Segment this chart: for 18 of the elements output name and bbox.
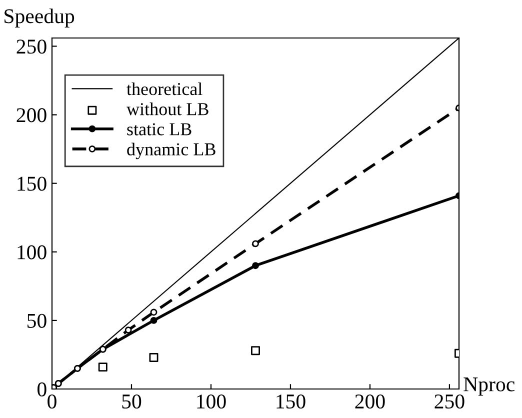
x-tick-label: 200 <box>355 394 385 409</box>
y-tick-label: 0 <box>38 382 46 396</box>
y-tick-label: 250 <box>16 40 46 54</box>
y-tick-label: 200 <box>16 108 46 122</box>
x-tick-label: 0 <box>48 394 56 409</box>
legend-label: static LB <box>127 123 192 136</box>
y-tick-label: 100 <box>18 245 46 260</box>
y-axis-title: Speedup <box>4 8 74 28</box>
legend-label: theoretical <box>126 82 202 96</box>
x-tick-label: 150 <box>276 394 306 409</box>
y-tick-label: 150 <box>18 176 46 191</box>
x-tick-label: 50 <box>122 394 142 409</box>
x-tick-label: 100 <box>197 394 226 409</box>
y-tick-label: 50 <box>28 314 46 328</box>
legend-label: without LB <box>126 102 208 116</box>
legend-label: dynamic LB <box>127 142 216 160</box>
x-tick-label: 250 <box>434 394 464 409</box>
x-axis-title: Nproc <box>464 378 514 396</box>
